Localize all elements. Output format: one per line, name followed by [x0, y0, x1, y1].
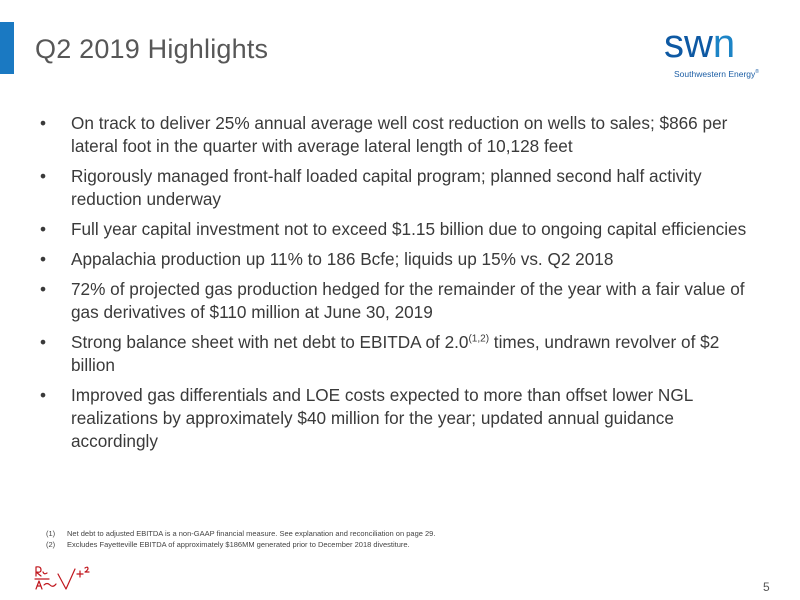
- highlight-text: Strong balance sheet with net debt to EB…: [71, 332, 719, 375]
- logo-wordmark-prefix: sw: [664, 22, 713, 66]
- highlight-text: Full year capital investment not to exce…: [71, 219, 747, 239]
- highlight-item: • Appalachia production up 11% to 186 Bc…: [38, 248, 758, 271]
- logo-wordmark-suffix: n: [712, 22, 736, 66]
- bullet-icon: •: [40, 219, 47, 239]
- footnote-reference: (1,2): [468, 333, 490, 345]
- footnotes: (1) Net debt to adjusted EBITDA is a non-…: [46, 528, 435, 550]
- highlight-text: On track to deliver 25% annual average w…: [71, 113, 728, 156]
- bullet-icon: •: [40, 113, 47, 133]
- highlight-item: • On track to deliver 25% annual average…: [38, 112, 758, 158]
- title-accent-bar: [0, 22, 14, 74]
- highlight-text-after: times, undrawn revolver of $2 billion: [71, 332, 720, 375]
- highlight-item: • Strong balance sheet with net debt to …: [38, 331, 758, 377]
- company-logo: swn Southwestern Energy®: [660, 24, 775, 82]
- logo-tagline-mark: ®: [755, 69, 759, 76]
- footnote-text: Net debt to adjusted EBITDA is a non-GAA…: [67, 529, 436, 538]
- footnote-text: Excludes Fayetteville EBITDA of approxim…: [67, 540, 410, 549]
- logo-wordmark: swn: [664, 24, 735, 64]
- bullet-icon: •: [40, 249, 47, 269]
- bullet-icon: •: [40, 279, 47, 299]
- page-title: Q2 2019 Highlights: [35, 34, 269, 64]
- footnote: (1) Net debt to adjusted EBITDA is a non-…: [46, 528, 435, 539]
- bullet-icon: •: [40, 385, 47, 405]
- logo-tagline: Southwestern Energy®: [674, 69, 759, 79]
- highlight-text: Rigorously managed front-half loaded cap…: [71, 166, 702, 209]
- footnote-number: (2): [46, 540, 56, 549]
- highlight-item: • Rigorously managed front-half loaded c…: [38, 165, 758, 211]
- highlight-item: • 72% of projected gas production hedged…: [38, 278, 758, 324]
- highlights-list: • On track to deliver 25% annual average…: [38, 112, 758, 460]
- bullet-icon: •: [40, 166, 47, 186]
- signature-mark-icon: [34, 566, 90, 590]
- highlight-item: • Improved gas differentials and LOE cos…: [38, 384, 758, 453]
- highlight-text-before: Strong balance sheet with net debt to EB…: [71, 332, 469, 352]
- footnote-number: (1): [46, 529, 56, 538]
- bullet-icon: •: [40, 332, 47, 352]
- footnote: (2) Excludes Fayetteville EBITDA of appro…: [46, 539, 435, 550]
- logo-tagline-text: Southwestern Energy: [674, 69, 756, 79]
- highlight-item: • Full year capital investment not to ex…: [38, 218, 758, 241]
- highlight-text: 72% of projected gas production hedged f…: [71, 279, 745, 322]
- highlight-text: Appalachia production up 11% to 186 Bcfe…: [71, 249, 614, 269]
- highlight-text: Improved gas differentials and LOE costs…: [71, 385, 693, 451]
- page-number: 5: [763, 580, 770, 594]
